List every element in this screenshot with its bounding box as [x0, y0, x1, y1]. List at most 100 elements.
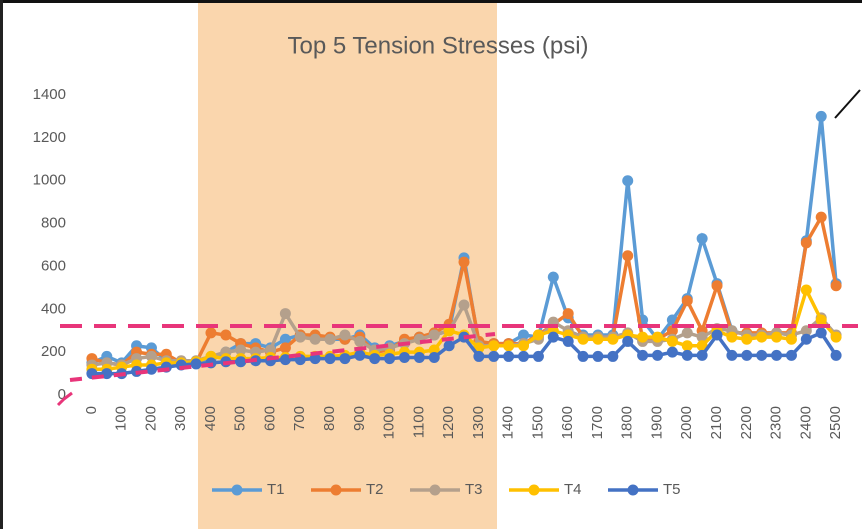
x-tick-label: 1300: [470, 406, 487, 439]
data-point: [607, 333, 619, 345]
data-point: [562, 308, 574, 320]
data-point: [428, 352, 440, 363]
data-point: [458, 256, 470, 268]
x-tick-label: 2200: [738, 406, 755, 439]
data-point: [681, 340, 693, 352]
legend-label: T4: [564, 481, 582, 498]
data-point: [771, 349, 783, 361]
data-point: [651, 331, 663, 343]
data-point: [324, 353, 336, 365]
data-point: [681, 327, 693, 339]
x-tick-label: 1100: [410, 406, 427, 438]
data-point: [815, 211, 827, 223]
data-point: [324, 333, 336, 345]
y-tick-label: 1000: [33, 172, 66, 189]
data-point: [696, 331, 708, 343]
data-point: [518, 340, 530, 352]
data-point: [458, 299, 470, 311]
x-tick-label: 2400: [797, 406, 814, 439]
data-point: [369, 353, 381, 365]
y-tick-label: 800: [41, 215, 66, 232]
data-point: [547, 271, 559, 283]
data-point: [577, 350, 589, 362]
data-point: [785, 349, 797, 361]
highlight-band: [198, 0, 497, 529]
data-point: [145, 350, 157, 362]
data-point: [711, 329, 723, 341]
data-point: [756, 349, 768, 361]
data-point: [339, 329, 351, 341]
x-tick-label: 600: [261, 406, 278, 431]
data-point: [443, 340, 455, 352]
y-tick-label: 1200: [33, 129, 66, 146]
data-point: [622, 250, 634, 262]
data-point: [205, 327, 217, 339]
data-point: [339, 353, 351, 365]
pointer-line: [834, 89, 861, 119]
data-point: [711, 280, 723, 292]
data-point: [294, 331, 306, 343]
legend-marker: [429, 484, 441, 496]
data-point: [547, 331, 559, 343]
legend-marker: [528, 484, 540, 496]
x-tick-label: 0: [83, 406, 100, 414]
x-tick-label: 800: [321, 406, 338, 431]
legend-marker: [330, 484, 342, 496]
data-point: [666, 335, 678, 347]
data-point: [503, 350, 515, 362]
data-point: [815, 327, 827, 339]
x-tick-label: 2000: [678, 406, 695, 439]
x-tick-label: 1600: [559, 406, 576, 439]
data-point: [785, 333, 797, 345]
data-point: [651, 349, 663, 361]
y-tick-label: 0: [58, 386, 66, 403]
trend-line: [69, 332, 496, 382]
data-point: [473, 350, 485, 362]
legend-marker: [231, 484, 243, 496]
data-point: [279, 308, 291, 320]
data-point: [637, 331, 649, 343]
data-point: [220, 329, 232, 341]
x-tick-label: 1800: [619, 406, 636, 439]
data-point: [830, 280, 842, 292]
data-point: [830, 331, 842, 343]
data-point: [145, 363, 157, 375]
legend-label: T2: [366, 481, 384, 498]
legend-label: T1: [267, 481, 285, 498]
data-point: [681, 295, 693, 307]
x-tick-label: 2300: [768, 406, 785, 439]
x-tick-label: 200: [142, 406, 159, 431]
data-point: [101, 368, 113, 380]
x-tick-label: 1200: [440, 406, 457, 439]
data-point: [666, 346, 678, 358]
data-point: [354, 335, 366, 347]
data-point: [518, 329, 530, 341]
data-point: [398, 352, 410, 363]
data-point: [562, 335, 574, 347]
legend-label: T3: [465, 481, 483, 498]
data-point: [696, 340, 708, 352]
data-point: [592, 350, 604, 362]
x-tick-label: 700: [291, 406, 308, 431]
data-point: [488, 350, 500, 362]
y-tick-label: 200: [41, 343, 66, 360]
data-point: [413, 352, 425, 363]
data-point: [190, 358, 202, 370]
data-point: [622, 335, 634, 347]
data-point: [503, 340, 515, 352]
data-point: [592, 333, 604, 345]
data-point: [741, 333, 753, 345]
legend-marker: [627, 484, 639, 496]
data-point: [532, 350, 544, 362]
x-tick-label: 1500: [529, 406, 546, 439]
data-point: [532, 329, 544, 341]
data-point: [384, 353, 396, 365]
data-point: [428, 329, 440, 341]
top-border: [0, 0, 862, 3]
legend-label: T5: [663, 481, 681, 498]
chart-title: Top 5 Tension Stresses (psi): [287, 32, 588, 59]
x-tick-label: 1000: [381, 406, 398, 439]
data-point: [726, 349, 738, 361]
data-point: [741, 349, 753, 361]
